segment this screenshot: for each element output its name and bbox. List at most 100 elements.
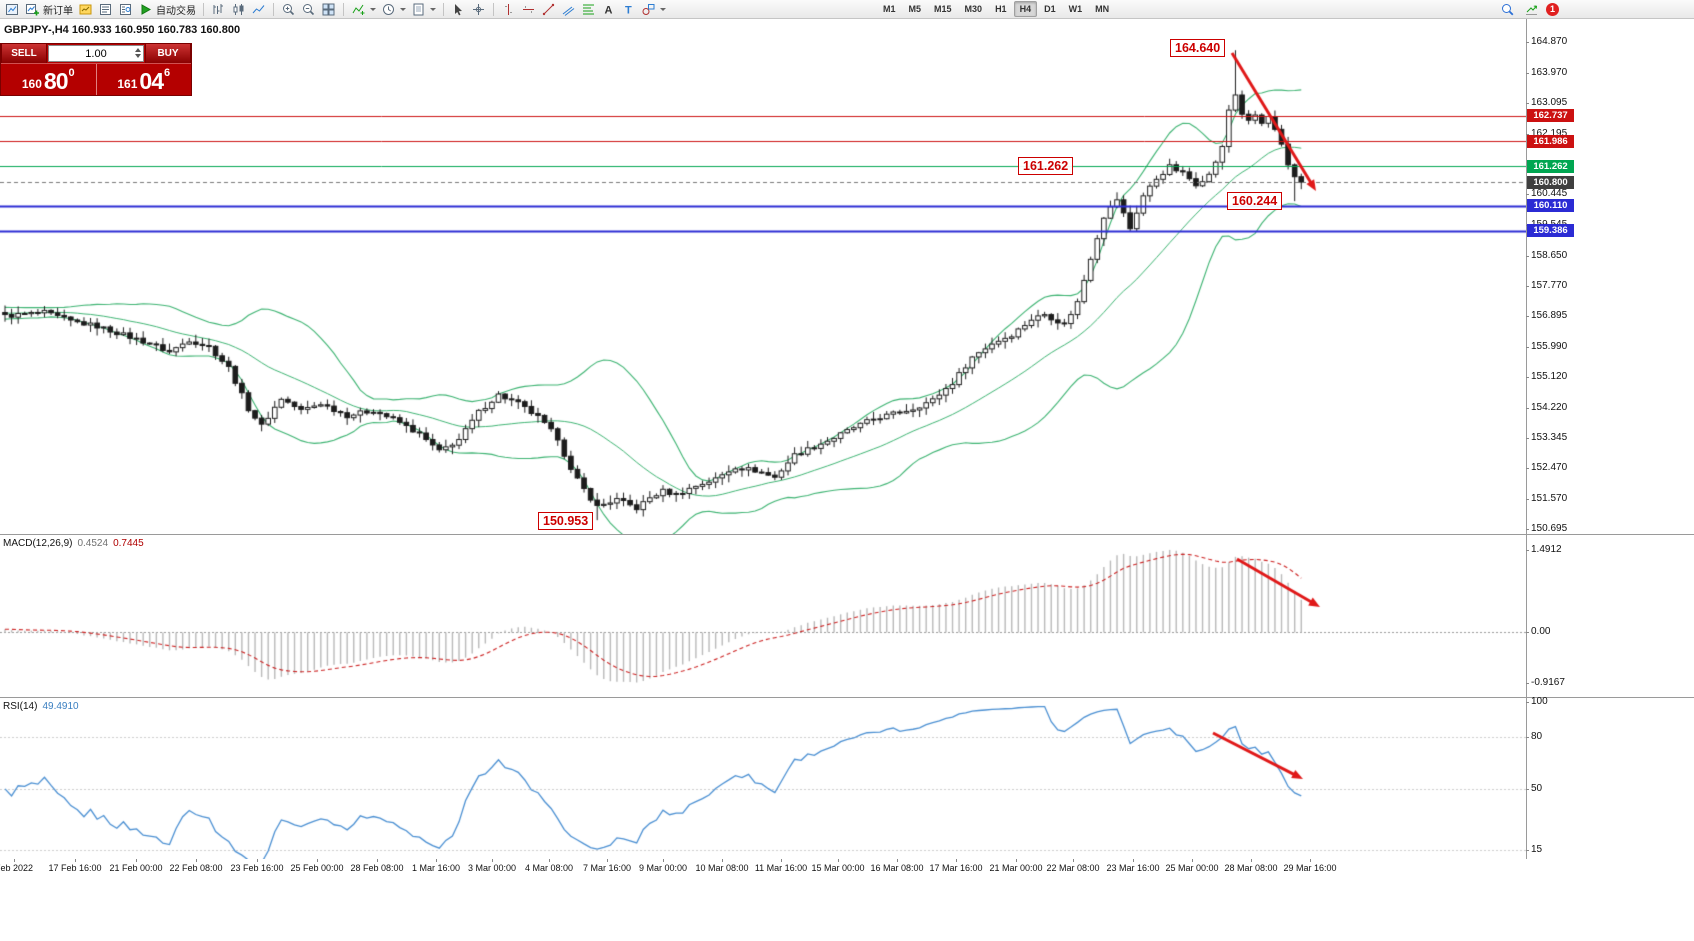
timeframe-button-m15[interactable]: M15 [934, 4, 952, 14]
rsi-value: 49.4910 [42, 701, 79, 712]
axis-tick [1526, 408, 1529, 409]
timeframe-button-mn[interactable]: MN [1095, 4, 1110, 14]
price-axis-label: 158.650 [1531, 249, 1568, 261]
price-annotation[interactable]: 161.262 [1018, 157, 1074, 175]
vertical-line-icon[interactable] [499, 1, 518, 18]
timeframe-button-m1[interactable]: M1 [883, 4, 896, 14]
sell-price-sup: 0 [68, 67, 75, 79]
rsi-axis-label: 15 [1531, 844, 1543, 856]
panel-separator[interactable] [0, 697, 1694, 698]
horizontal-line-icon[interactable] [519, 1, 538, 18]
time-tick [14, 859, 15, 862]
time-tick [436, 859, 437, 862]
price-axis-label: 163.095 [1531, 97, 1568, 109]
text-icon[interactable]: A [599, 1, 618, 18]
chart-profile-icon[interactable] [76, 1, 95, 18]
toolbar-separator [203, 2, 204, 16]
templates-icon[interactable] [409, 1, 438, 18]
axis-tick [1526, 256, 1529, 257]
price-tag: 160.800 [1527, 175, 1574, 189]
macd-axis-label: -0.9167 [1531, 676, 1565, 688]
search-magnifier-icon[interactable] [1498, 1, 1517, 18]
market-up-icon[interactable] [1522, 1, 1541, 18]
timeframe-button-w1[interactable]: W1 [1068, 4, 1083, 14]
tile-windows-icon[interactable] [319, 1, 338, 18]
time-axis[interactable]: Feb 2022 17 Feb 16:00 21 Feb 00:00 22 Feb 0… [0, 859, 1694, 877]
timeframe-button-d1[interactable]: D1 [1044, 4, 1056, 14]
buy-price-sup: 6 [164, 67, 171, 79]
indicators-icon[interactable] [349, 1, 378, 18]
axis-tick [1526, 42, 1529, 43]
price-annotation[interactable]: 160.244 [1227, 192, 1283, 210]
timeframe-button-h1[interactable]: H1 [995, 4, 1007, 14]
time-axis-label: 21 Mar 00:00 [989, 863, 1043, 873]
dropdown-caret-icon [400, 7, 406, 11]
toolbar-separator [273, 2, 274, 16]
new-order-button[interactable]: 新订单 [23, 1, 75, 18]
time-tick [781, 859, 782, 862]
axis-tick [1526, 702, 1529, 703]
periods-icon[interactable] [379, 1, 408, 18]
time-tick [663, 859, 664, 862]
price-axis[interactable]: 164.870163.970163.095162.195160.445159.5… [1526, 19, 1694, 877]
channel-icon[interactable] [559, 1, 578, 18]
price-tag: 159.386 [1527, 224, 1574, 238]
axis-tick [1526, 438, 1529, 439]
fibonacci-icon[interactable] [579, 1, 598, 18]
toolbar-separator [443, 2, 444, 16]
volume-spinner[interactable] [135, 48, 141, 58]
candlestick-chart-icon[interactable] [229, 1, 248, 18]
macd-name: MACD(12,26,9) [3, 538, 73, 549]
notification-badge[interactable]: 1 [1546, 2, 1559, 16]
price-annotation[interactable]: 150.953 [538, 512, 594, 530]
text-label-icon[interactable]: T [619, 1, 638, 18]
timeframe-button-m30[interactable]: M30 [964, 4, 983, 14]
axis-tick [1526, 499, 1529, 500]
axis-tick [1526, 737, 1529, 738]
bar-chart-icon[interactable] [209, 1, 228, 18]
timeframe-button-m5[interactable]: M5 [908, 4, 922, 14]
main-price-chart[interactable] [0, 19, 1526, 534]
time-axis-label: 10 Mar 08:00 [695, 863, 749, 873]
volume-input[interactable] [61, 47, 131, 60]
price-axis-label: 153.345 [1531, 432, 1568, 444]
market-watch-icon[interactable] [96, 1, 115, 18]
time-tick [196, 859, 197, 862]
price-axis-label: 163.970 [1531, 67, 1568, 79]
time-tick [317, 859, 318, 862]
crosshair-icon[interactable] [469, 1, 488, 18]
axis-tick [1526, 347, 1529, 348]
time-axis-label: 28 Feb 08:00 [350, 863, 404, 873]
sell-price-big: 80 [43, 68, 69, 94]
autotrading-button[interactable]: 自动交易 [136, 1, 198, 18]
spinner-up-icon[interactable] [135, 48, 141, 52]
navigator-icon[interactable] [116, 1, 135, 18]
chart-window: GBPJPY-,H4 160.933 160.950 160.783 160.8… [0, 19, 1694, 941]
sell-price[interactable]: 160 80 0 [1, 64, 96, 95]
sell-button[interactable]: SELL [1, 44, 47, 63]
panel-separator[interactable] [0, 534, 1694, 535]
time-tick [492, 859, 493, 862]
axis-tick [1526, 316, 1529, 317]
price-annotation[interactable]: 164.640 [1170, 39, 1226, 57]
buy-button[interactable]: BUY [145, 44, 191, 63]
zoom-out-icon[interactable] [299, 1, 318, 18]
axis-tick [1526, 73, 1529, 74]
shapes-icon[interactable] [639, 1, 668, 18]
trendline-icon[interactable] [539, 1, 558, 18]
time-axis-label: 7 Mar 16:00 [582, 863, 632, 873]
price-axis-label: 155.120 [1531, 371, 1568, 383]
volume-box [48, 45, 144, 62]
timeframe-button-h4[interactable]: H4 [1013, 1, 1038, 17]
cursor-icon[interactable] [449, 1, 468, 18]
price-axis-label: 156.895 [1531, 310, 1568, 322]
spinner-down-icon[interactable] [135, 54, 141, 58]
macd-indicator-chart[interactable] [0, 534, 1526, 697]
zoom-in-icon[interactable] [279, 1, 298, 18]
buy-price[interactable]: 161 04 6 [97, 64, 192, 95]
rsi-indicator-chart[interactable] [0, 697, 1526, 859]
line-chart-icon[interactable] [249, 1, 268, 18]
buy-price-big: 04 [139, 68, 164, 94]
time-axis-label: 17 Feb 16:00 [48, 863, 102, 873]
axis-tick [1526, 194, 1529, 195]
